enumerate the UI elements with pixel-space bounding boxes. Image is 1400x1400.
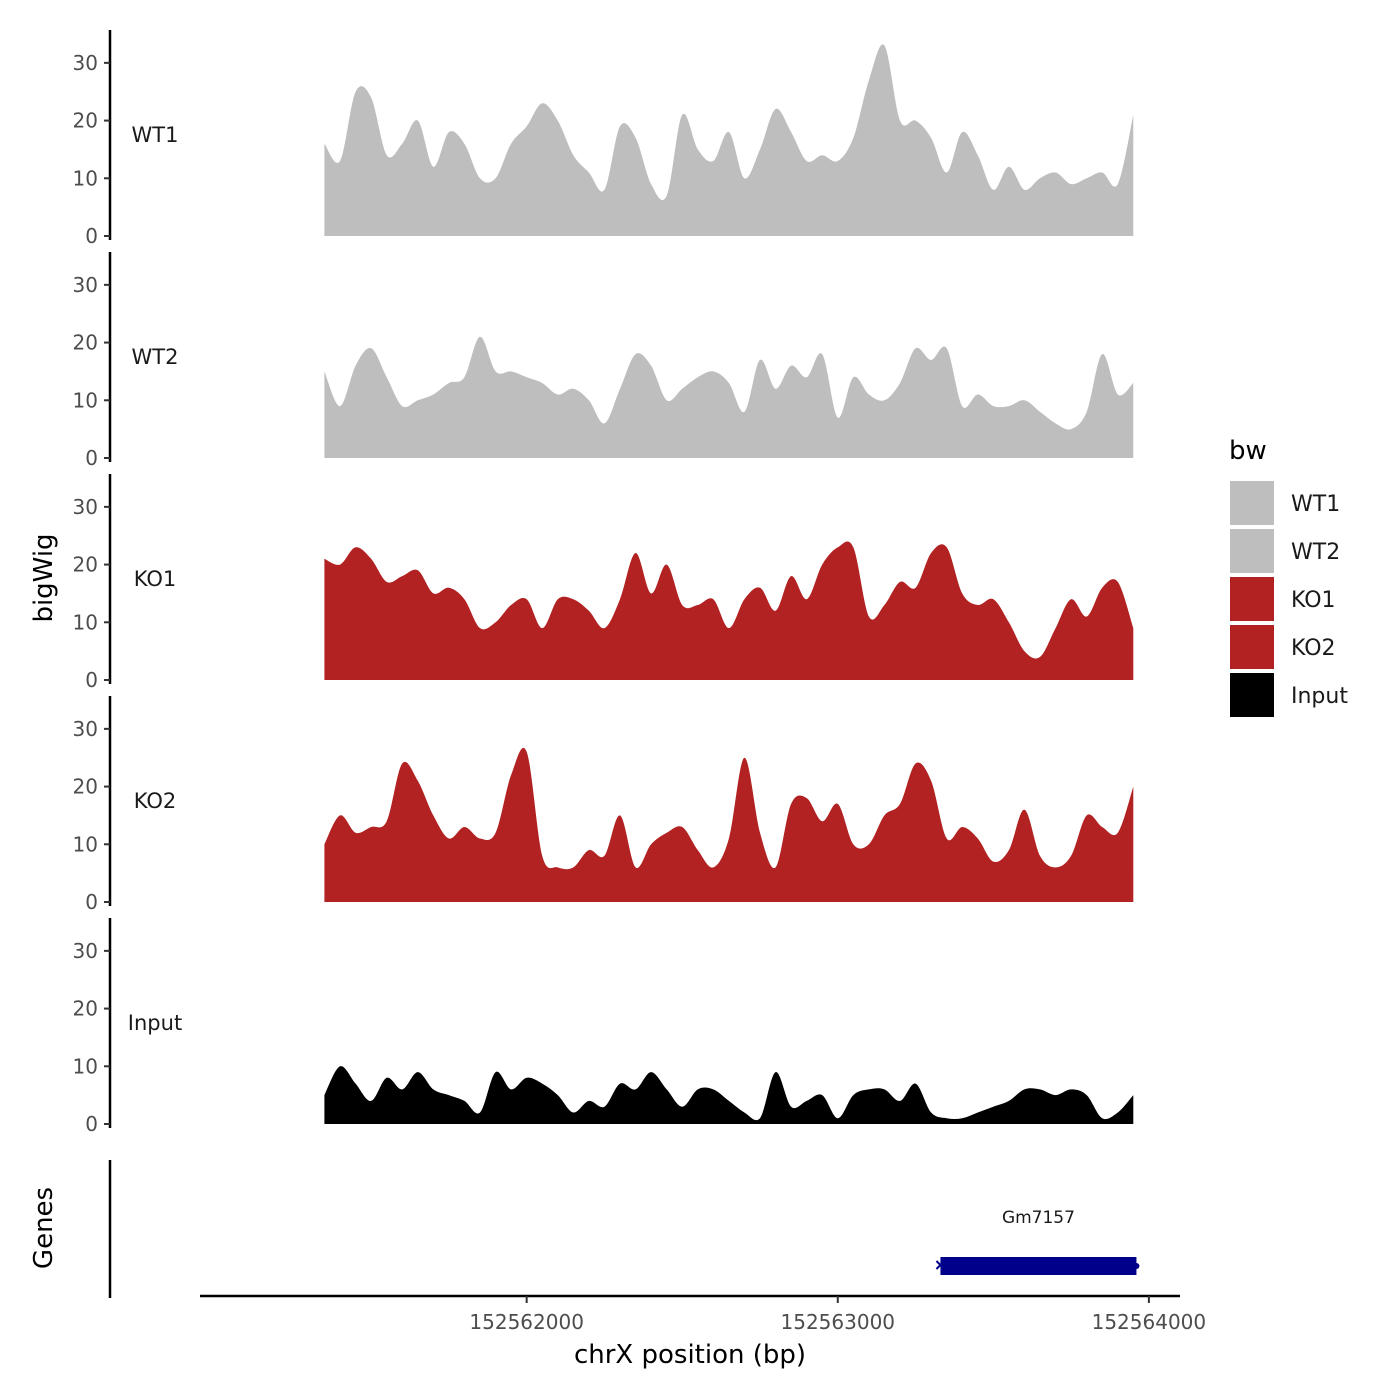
legend-swatch-input xyxy=(1228,671,1276,719)
track-input: 0 10 20 30 Input xyxy=(73,918,1134,1136)
track-label: WT1 xyxy=(132,123,179,147)
y-tick-label: 20 xyxy=(73,553,98,577)
track-wt1: 0 10 20 30 WT1 xyxy=(73,30,1134,248)
y-tick-label: 10 xyxy=(73,610,98,634)
genes-axis-title: Genes xyxy=(29,1187,59,1269)
track-label: KO2 xyxy=(134,789,177,813)
y-tick-label: 30 xyxy=(73,939,98,963)
y-tick-label: 30 xyxy=(73,717,98,741)
gene-end-mark xyxy=(1133,1263,1140,1269)
y-tick-label: 0 xyxy=(85,224,98,248)
legend-swatch-wt1 xyxy=(1228,479,1276,527)
legend-swatch-wt2 xyxy=(1228,527,1276,575)
x-tick-label: 152564000 xyxy=(1092,1310,1207,1334)
coverage-area-ko1 xyxy=(324,541,1134,680)
y-tick-label: 20 xyxy=(73,997,98,1021)
legend-label: Input xyxy=(1291,684,1348,709)
x-tick-label: 152562000 xyxy=(469,1310,584,1334)
y-tick-label: 0 xyxy=(85,446,98,470)
coverage-area-wt1 xyxy=(324,44,1134,236)
track-ko1: 0 10 20 30 KO1 xyxy=(73,474,1134,692)
x-axis: 152562000 152563000 152564000 xyxy=(200,1294,1207,1334)
coverage-area-input xyxy=(324,1066,1134,1124)
y-tick-label: 10 xyxy=(73,166,98,190)
gene-body-gm7157 xyxy=(940,1257,1137,1275)
legend-label: KO1 xyxy=(1291,588,1336,613)
y-tick-label: 30 xyxy=(73,273,98,297)
coverage-area-wt2 xyxy=(324,336,1134,458)
y-tick-label: 0 xyxy=(85,1112,98,1136)
y-tick-label: 30 xyxy=(73,51,98,75)
y-tick-label: 10 xyxy=(73,832,98,856)
legend-label: KO2 xyxy=(1291,636,1336,661)
legend-label: WT1 xyxy=(1291,492,1340,517)
legend-swatch-ko1 xyxy=(1228,575,1276,623)
x-tick-label: 152563000 xyxy=(781,1310,896,1334)
track-label: WT2 xyxy=(132,345,179,369)
x-axis-title: chrX position (bp) xyxy=(574,1340,806,1370)
gene-strand-mark xyxy=(935,1260,946,1270)
y-tick-label: 20 xyxy=(73,109,98,133)
track-wt2: 0 10 20 30 WT2 xyxy=(73,252,1134,470)
coverage-area-ko2 xyxy=(324,747,1134,902)
track-ko2: 0 10 20 30 KO2 xyxy=(73,696,1134,914)
legend-label: WT2 xyxy=(1291,540,1340,565)
y-tick-label: 30 xyxy=(73,495,98,519)
legend: bw WT1 WT2 KO1 KO2 Input xyxy=(1228,436,1348,719)
y-tick-label: 20 xyxy=(73,775,98,799)
y-tick-label: 20 xyxy=(73,331,98,355)
legend-title: bw xyxy=(1229,436,1267,466)
y-tick-label: 0 xyxy=(85,890,98,914)
y-tick-label: 0 xyxy=(85,668,98,692)
genes-panel: Gm7157 xyxy=(108,1160,1140,1298)
legend-swatch-ko2 xyxy=(1228,623,1276,671)
y-axis-title: bigWig xyxy=(29,533,59,622)
y-tick-label: 10 xyxy=(73,1054,98,1078)
y-tick-label: 10 xyxy=(73,388,98,412)
gene-label: Gm7157 xyxy=(1002,1208,1075,1228)
track-label: KO1 xyxy=(134,567,177,591)
track-label: Input xyxy=(128,1011,182,1035)
coverage-tracks: 0 10 20 30 WT1 0 10 20 30 WT2 0 10 20 30 KO1 0 10 20 30 KO2… xyxy=(73,30,1134,1136)
